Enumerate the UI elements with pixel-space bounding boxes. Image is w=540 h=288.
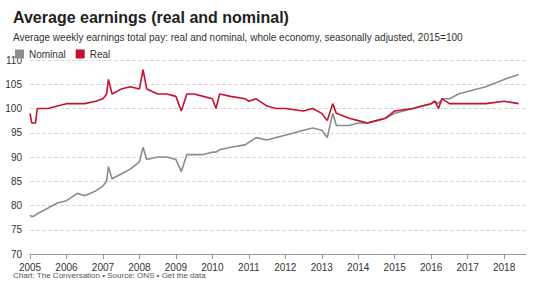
svg-text:75: 75 [11, 224, 23, 235]
svg-text:2013: 2013 [311, 262, 334, 273]
svg-text:Chart: The Conversation • Sour: Chart: The Conversation • Source: ONS • … [13, 271, 206, 280]
svg-text:2015: 2015 [384, 262, 407, 273]
svg-text:85: 85 [11, 176, 23, 187]
svg-text:Average weekly earnings total: Average weekly earnings total pay: real … [13, 32, 463, 43]
svg-text:2005: 2005 [18, 261, 42, 273]
svg-text:2011: 2011 [238, 262, 260, 273]
svg-text:90: 90 [11, 152, 23, 163]
svg-text:2012: 2012 [274, 262, 297, 273]
svg-text:80: 80 [11, 200, 23, 211]
svg-text:105: 105 [5, 79, 22, 90]
svg-text:Average earnings (real and nom: Average earnings (real and nominal) [13, 9, 289, 26]
svg-text:100: 100 [5, 103, 22, 114]
svg-text:2007: 2007 [91, 261, 115, 273]
svg-text:2010: 2010 [201, 261, 224, 273]
svg-text:2017: 2017 [457, 262, 480, 273]
svg-text:70: 70 [11, 249, 23, 260]
svg-text:2016: 2016 [420, 262, 443, 273]
svg-text:110: 110 [6, 54, 22, 66]
svg-text:2008: 2008 [128, 261, 151, 273]
svg-text:2009: 2009 [164, 261, 187, 273]
svg-text:Real: Real [90, 49, 111, 60]
svg-text:Nominal: Nominal [29, 49, 66, 60]
svg-text:2014: 2014 [347, 262, 370, 273]
svg-text:95: 95 [11, 127, 23, 138]
svg-text:2018: 2018 [493, 262, 516, 273]
svg-text:2006: 2006 [55, 261, 78, 273]
